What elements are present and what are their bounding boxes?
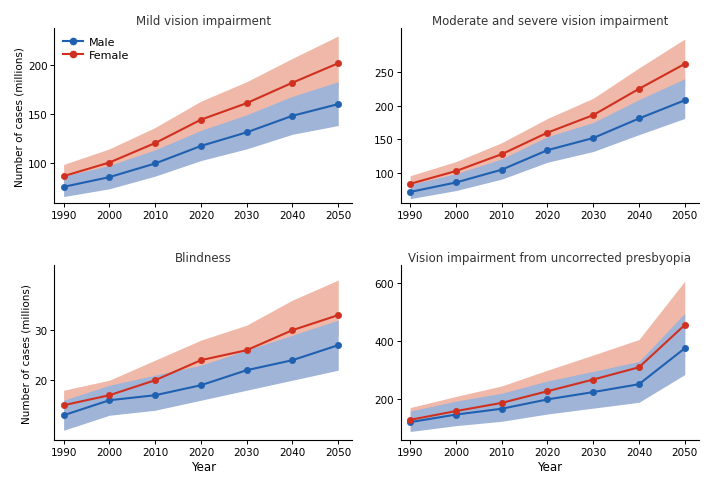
X-axis label: Year: Year [191, 460, 216, 473]
Y-axis label: Number of cases (millions): Number of cases (millions) [21, 283, 31, 423]
Title: Blindness: Blindness [174, 251, 232, 264]
Y-axis label: Number of cases (millions): Number of cases (millions) [15, 47, 25, 186]
Legend: Male, Female: Male, Female [60, 35, 132, 64]
Title: Moderate and severe vision impairment: Moderate and severe vision impairment [432, 15, 668, 28]
X-axis label: Year: Year [537, 460, 562, 473]
Title: Mild vision impairment: Mild vision impairment [136, 15, 271, 28]
Title: Vision impairment from uncorrected presbyopia: Vision impairment from uncorrected presb… [408, 251, 691, 264]
